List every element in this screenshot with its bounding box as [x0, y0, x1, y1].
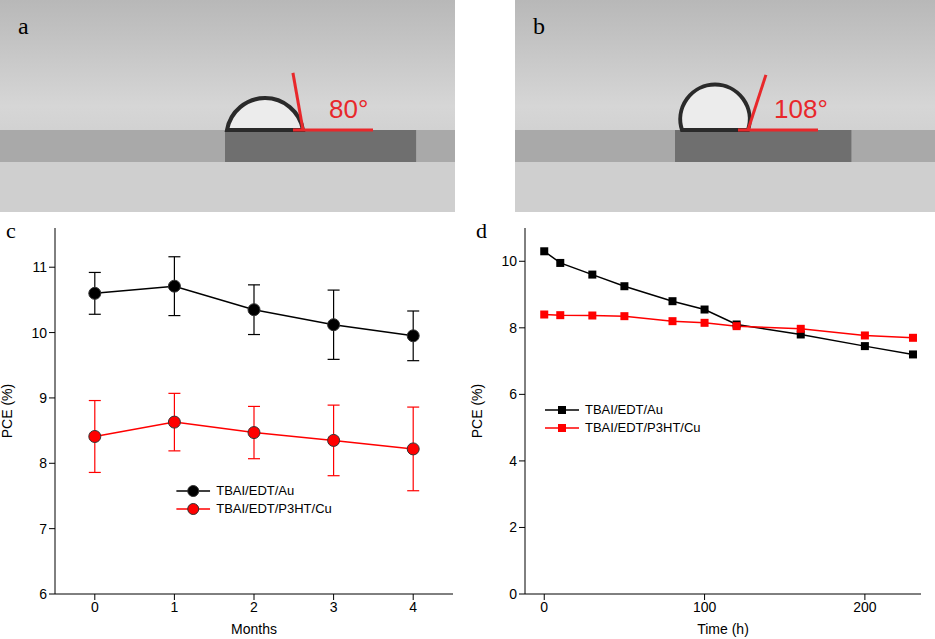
svg-text:0: 0	[540, 599, 548, 615]
svg-text:6: 6	[39, 586, 47, 602]
svg-text:1: 1	[171, 599, 179, 615]
svg-text:PCE (%): PCE (%)	[470, 384, 485, 438]
svg-text:10: 10	[501, 253, 517, 269]
html-text:c: c	[6, 218, 16, 243]
svg-text:80°: 80°	[329, 94, 368, 124]
html-text:TBAI/EDT/Au: TBAI/EDT/Au	[216, 483, 295, 498]
svg-text:PCE (%): PCE (%)	[0, 384, 15, 438]
svg-text:Months: Months	[231, 621, 277, 637]
svg-text:2: 2	[250, 599, 258, 615]
svg-text:b: b	[533, 13, 545, 39]
svg-text:6: 6	[509, 386, 517, 402]
svg-text:100: 100	[693, 599, 717, 615]
svg-text:200: 200	[853, 599, 877, 615]
html-text:TBAI/EDT/P3HT/Cu: TBAI/EDT/P3HT/Cu	[585, 420, 701, 435]
svg-text:Time (h): Time (h)	[697, 621, 749, 637]
svg-text:a: a	[18, 13, 29, 39]
svg-text:9: 9	[39, 390, 47, 406]
svg-text:8: 8	[509, 320, 517, 336]
html-text:TBAI/EDT/Au: TBAI/EDT/Au	[585, 402, 663, 417]
svg-text:4: 4	[409, 599, 417, 615]
svg-text:8: 8	[39, 455, 47, 471]
svg-text:3: 3	[330, 599, 338, 615]
html-text:TBAI/EDT/P3HT/Cu: TBAI/EDT/P3HT/Cu	[216, 501, 332, 516]
svg-text:2: 2	[509, 519, 517, 535]
svg-text:10: 10	[31, 325, 47, 341]
svg-text:0: 0	[509, 586, 517, 602]
html-text:d: d	[476, 218, 487, 243]
svg-text:4: 4	[509, 453, 517, 469]
svg-text:7: 7	[39, 521, 47, 537]
svg-text:11: 11	[32, 259, 47, 275]
svg-text:108°: 108°	[774, 94, 828, 124]
svg-text:0: 0	[91, 599, 99, 615]
